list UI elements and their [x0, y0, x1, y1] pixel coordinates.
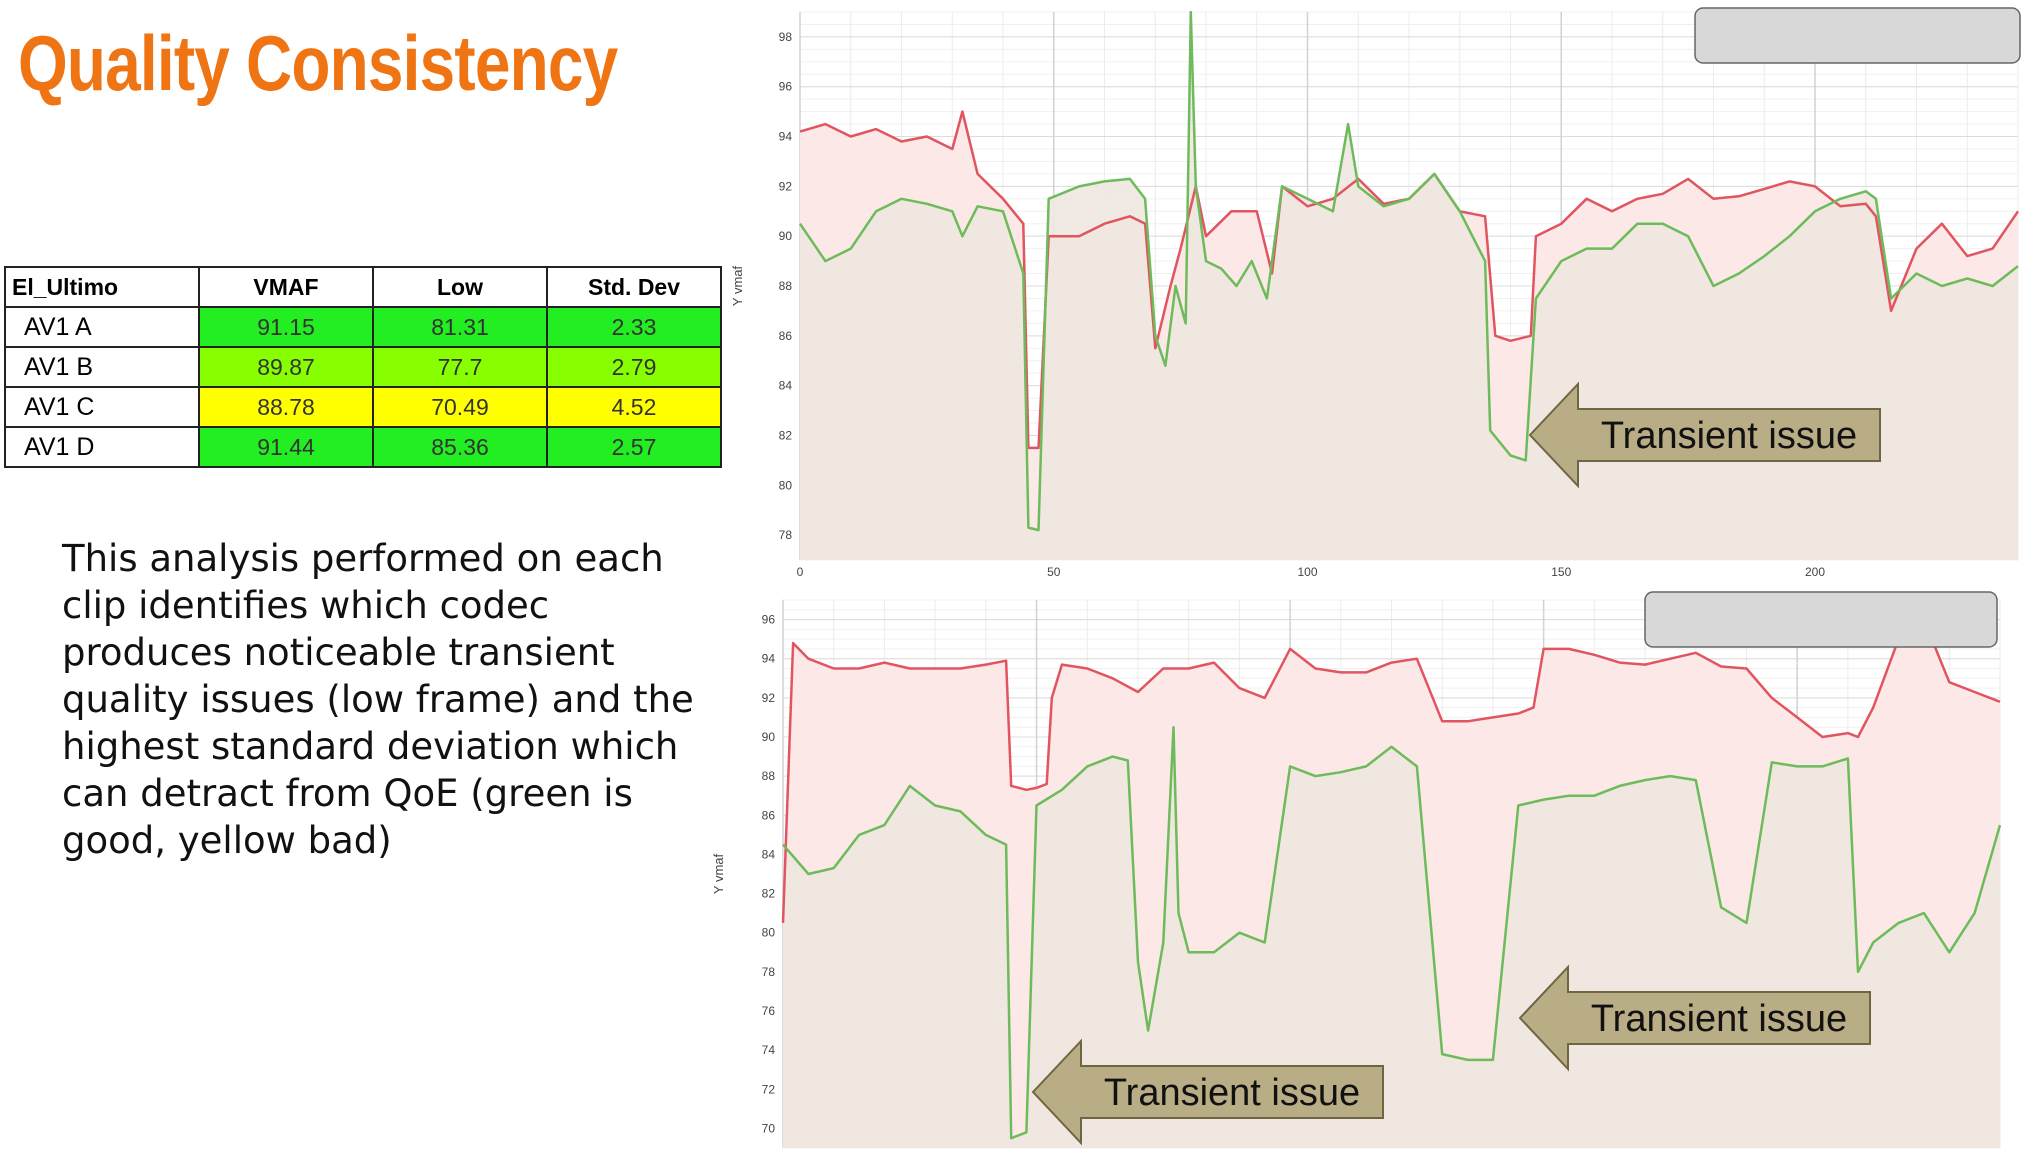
y-tick-label: 70 — [762, 1121, 776, 1135]
legend-box — [1694, 7, 2021, 64]
red-series-line — [781, 618, 2001, 923]
table-row: AV1 A 91.15 81.31 2.33 — [4, 306, 722, 348]
vmaf-cell: 91.15 — [198, 306, 374, 348]
y-tick-label: 90 — [762, 730, 776, 744]
y-tick-label: 94 — [762, 652, 776, 666]
x-tick-label: 200 — [1805, 565, 1825, 579]
codec-name: AV1 D — [4, 426, 200, 468]
y-tick-label: 84 — [779, 379, 793, 393]
transient-issue-callout — [1518, 964, 1871, 1072]
green-series-line — [798, 10, 2019, 532]
table-header: VMAF — [198, 266, 374, 308]
vmaf-cell: 88.78 — [198, 386, 374, 428]
transient-issue-callout — [1031, 1038, 1384, 1146]
x-tick-label: 150 — [1551, 565, 1571, 579]
page-title: Quality Consistency — [18, 19, 618, 107]
y-tick-label: 82 — [762, 887, 776, 901]
y-tick-label: 76 — [762, 1004, 776, 1018]
chart-1: 78 80 82 84 86 88 90 92 94 96 98 0 50 100 150 200 Y vmaf… — [730, 7, 2021, 579]
x-tick-label: 0 — [797, 565, 804, 579]
legend-box — [1644, 591, 1998, 648]
y-tick-label: 78 — [779, 528, 793, 542]
y-tick-label: 72 — [762, 1082, 776, 1096]
low-cell: 85.36 — [372, 426, 548, 468]
table-header-row: El_Ultimo VMAF Low Std. Dev — [4, 266, 722, 308]
transient-issue-label: Transient issue — [1601, 415, 1857, 457]
y-tick-label: 86 — [762, 808, 776, 822]
y-tick-label: 92 — [779, 179, 793, 193]
green-series-line — [782, 725, 2002, 1140]
low-cell: 70.49 — [372, 386, 548, 428]
table-header: Std. Dev — [546, 266, 722, 308]
y-tick-label: 88 — [779, 279, 793, 293]
x-tick-label: 100 — [1297, 565, 1317, 579]
table-row: AV1 C 88.78 70.49 4.52 — [4, 386, 722, 428]
low-cell: 77.7 — [372, 346, 548, 388]
vmaf-cell: 91.44 — [198, 426, 374, 468]
y-tick-label: 78 — [762, 965, 776, 979]
std-dev-cell: 2.57 — [546, 426, 722, 468]
codec-name: AV1 C — [4, 386, 200, 428]
y-tick-label: 98 — [779, 30, 793, 44]
codec-name: AV1 A — [4, 306, 200, 348]
table-header: Low — [372, 266, 548, 308]
y-tick-label: 74 — [762, 1043, 776, 1057]
x-tick-label: 50 — [1047, 565, 1061, 579]
y-tick-label: 92 — [762, 691, 776, 705]
y-tick-label: 80 — [762, 926, 776, 940]
y-tick-label: 84 — [762, 847, 776, 861]
y-tick-label: 90 — [779, 229, 793, 243]
y-tick-label: 96 — [762, 613, 776, 627]
codec-table: El_Ultimo VMAF Low Std. Dev AV1 A 91.15 … — [4, 266, 722, 468]
y-axis-label: Y vmaf — [711, 854, 726, 895]
transient-issue-callout — [1528, 381, 1881, 489]
y-tick-label: 80 — [779, 478, 793, 492]
table-header: El_Ultimo — [4, 266, 200, 308]
vmaf-cell: 89.87 — [198, 346, 374, 388]
std-dev-cell: 2.33 — [546, 306, 722, 348]
y-axis-label: Y vmaf — [730, 266, 745, 307]
analysis-description: This analysis performed on each clip ide… — [62, 537, 694, 862]
y-tick-label: 88 — [762, 769, 776, 783]
std-dev-cell: 4.52 — [546, 386, 722, 428]
codec-name: AV1 B — [4, 346, 200, 388]
transient-issue-label: Transient issue — [1104, 1072, 1360, 1114]
chart-2: 7072747678808284868890929496050100150200… — [711, 591, 2002, 1154]
std-dev-cell: 2.79 — [546, 346, 722, 388]
table-row: AV1 B 89.87 77.7 2.79 — [4, 346, 722, 388]
low-cell: 81.31 — [372, 306, 548, 348]
y-tick-label: 82 — [779, 428, 793, 442]
y-tick-label: 96 — [779, 80, 793, 94]
y-tick-label: 86 — [779, 329, 793, 343]
transient-issue-label: Transient issue — [1591, 998, 1847, 1040]
y-tick-label: 94 — [779, 130, 793, 144]
table-row: AV1 D 91.44 85.36 2.57 — [4, 426, 722, 468]
